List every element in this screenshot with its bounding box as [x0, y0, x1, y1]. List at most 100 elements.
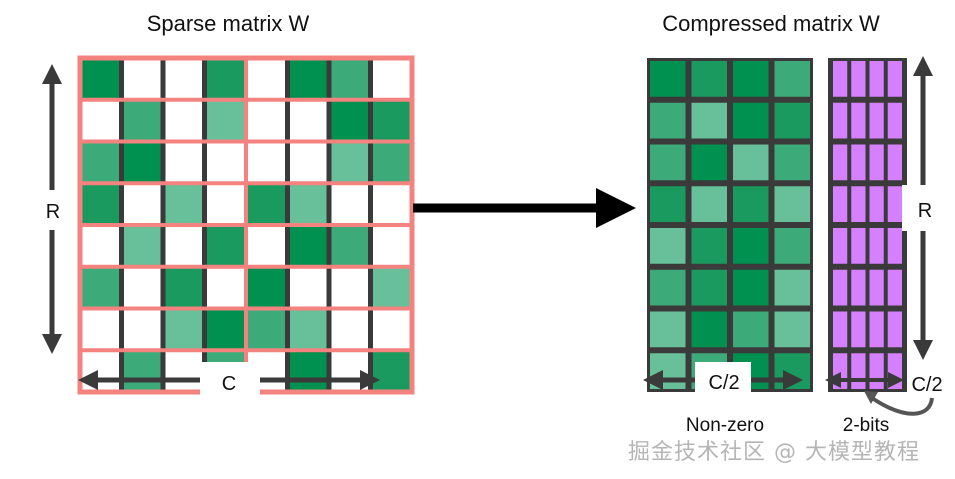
- c-label: C: [222, 373, 236, 395]
- index-cell: [887, 228, 902, 264]
- index-cell: [887, 269, 902, 306]
- curved-arrow: [870, 396, 934, 416]
- zero-cell: [163, 58, 205, 100]
- r-label-right: R: [918, 200, 932, 222]
- nonzero-cell: [80, 141, 122, 184]
- zero-cell: [80, 99, 122, 142]
- value-cell: [774, 61, 810, 97]
- r-label-left: R: [46, 201, 60, 223]
- compress-arrow-head: [596, 188, 636, 228]
- zero-cell: [121, 183, 163, 225]
- index-cell: [887, 311, 902, 348]
- index-cell: [851, 228, 866, 264]
- zero-cell: [287, 266, 329, 309]
- zero-cell: [329, 350, 371, 392]
- nonzero-cell: [246, 266, 288, 309]
- value-cell: [650, 186, 686, 222]
- index-cell: [833, 228, 848, 264]
- value-cell: [774, 311, 810, 348]
- index-cell: [869, 61, 884, 97]
- nonzero-cell: [121, 141, 163, 184]
- index-cell: [851, 102, 866, 139]
- zero-cell: [204, 266, 246, 309]
- index-cell: [851, 353, 866, 389]
- zero-cell: [80, 350, 122, 392]
- index-cell: [887, 144, 902, 181]
- nonzero-cell: [204, 308, 246, 351]
- zero-cell: [80, 225, 122, 267]
- value-cell: [650, 102, 686, 139]
- value-cell: [774, 353, 810, 389]
- nonzero-cell: [121, 99, 163, 142]
- index-cell: [869, 353, 884, 389]
- nonzero-cell: [80, 266, 122, 309]
- zero-cell: [329, 183, 371, 225]
- nonzero-cell: [329, 99, 371, 142]
- watermark: 掘金技术社区 @ 大模型教程: [628, 440, 920, 465]
- nonzero-cell: [121, 225, 163, 267]
- value-cell: [650, 269, 686, 306]
- index-cell: [851, 311, 866, 348]
- nonzero-cell: [287, 350, 329, 392]
- index-cell: [833, 186, 848, 222]
- zero-cell: [287, 99, 329, 142]
- index-cell: [887, 61, 902, 97]
- value-cell: [733, 61, 769, 97]
- value-cell: [691, 186, 727, 222]
- value-cell: [650, 61, 686, 97]
- nonzero-cell: [287, 183, 329, 225]
- index-cell: [869, 144, 884, 181]
- nonzero-cell: [246, 308, 288, 351]
- value-cell: [691, 269, 727, 306]
- zero-cell: [246, 141, 288, 184]
- index-cell: [851, 186, 866, 222]
- value-cell: [774, 228, 810, 264]
- index-cell: [887, 186, 902, 222]
- index-cell: [887, 102, 902, 139]
- value-cell: [650, 353, 686, 389]
- nonzero-cell: [163, 266, 205, 309]
- c2-label-bits: C/2: [911, 374, 942, 396]
- zero-cell: [163, 225, 205, 267]
- value-cell: [691, 228, 727, 264]
- compressed-title: Compressed matrix W: [662, 11, 880, 36]
- bits-label: 2-bits: [843, 415, 889, 436]
- nonzero-cell: [329, 141, 371, 184]
- index-cell: [833, 102, 848, 139]
- compressed-values-matrix: [647, 58, 813, 392]
- value-cell: [691, 61, 727, 97]
- nonzero-cell: [204, 58, 246, 100]
- value-cell: [774, 144, 810, 181]
- value-cell: [733, 186, 769, 222]
- index-cell: [887, 353, 902, 389]
- value-cell: [733, 311, 769, 348]
- zero-cell: [329, 308, 371, 351]
- zero-cell: [370, 58, 412, 100]
- zero-cell: [204, 183, 246, 225]
- index-cell: [851, 144, 866, 181]
- nonzero-cell: [370, 350, 412, 392]
- zero-cell: [246, 58, 288, 100]
- nonzero-cell: [246, 183, 288, 225]
- value-cell: [650, 144, 686, 181]
- index-cell: [851, 61, 866, 97]
- zero-cell: [246, 225, 288, 267]
- value-cell: [733, 228, 769, 264]
- nonzero-cell: [370, 141, 412, 184]
- value-cell: [733, 102, 769, 139]
- zero-cell: [204, 141, 246, 184]
- zero-cell: [163, 141, 205, 184]
- zero-cell: [287, 141, 329, 184]
- zero-cell: [163, 99, 205, 142]
- value-cell: [691, 102, 727, 139]
- value-cell: [774, 186, 810, 222]
- index-cell: [833, 61, 848, 97]
- index-cell: [851, 269, 866, 306]
- value-cell: [733, 144, 769, 181]
- sparse-title: Sparse matrix W: [147, 11, 310, 36]
- index-cell: [869, 102, 884, 139]
- value-cell: [733, 269, 769, 306]
- c2-label-values: C/2: [708, 372, 739, 394]
- indices-matrix: [828, 58, 907, 392]
- index-cell: [869, 186, 884, 222]
